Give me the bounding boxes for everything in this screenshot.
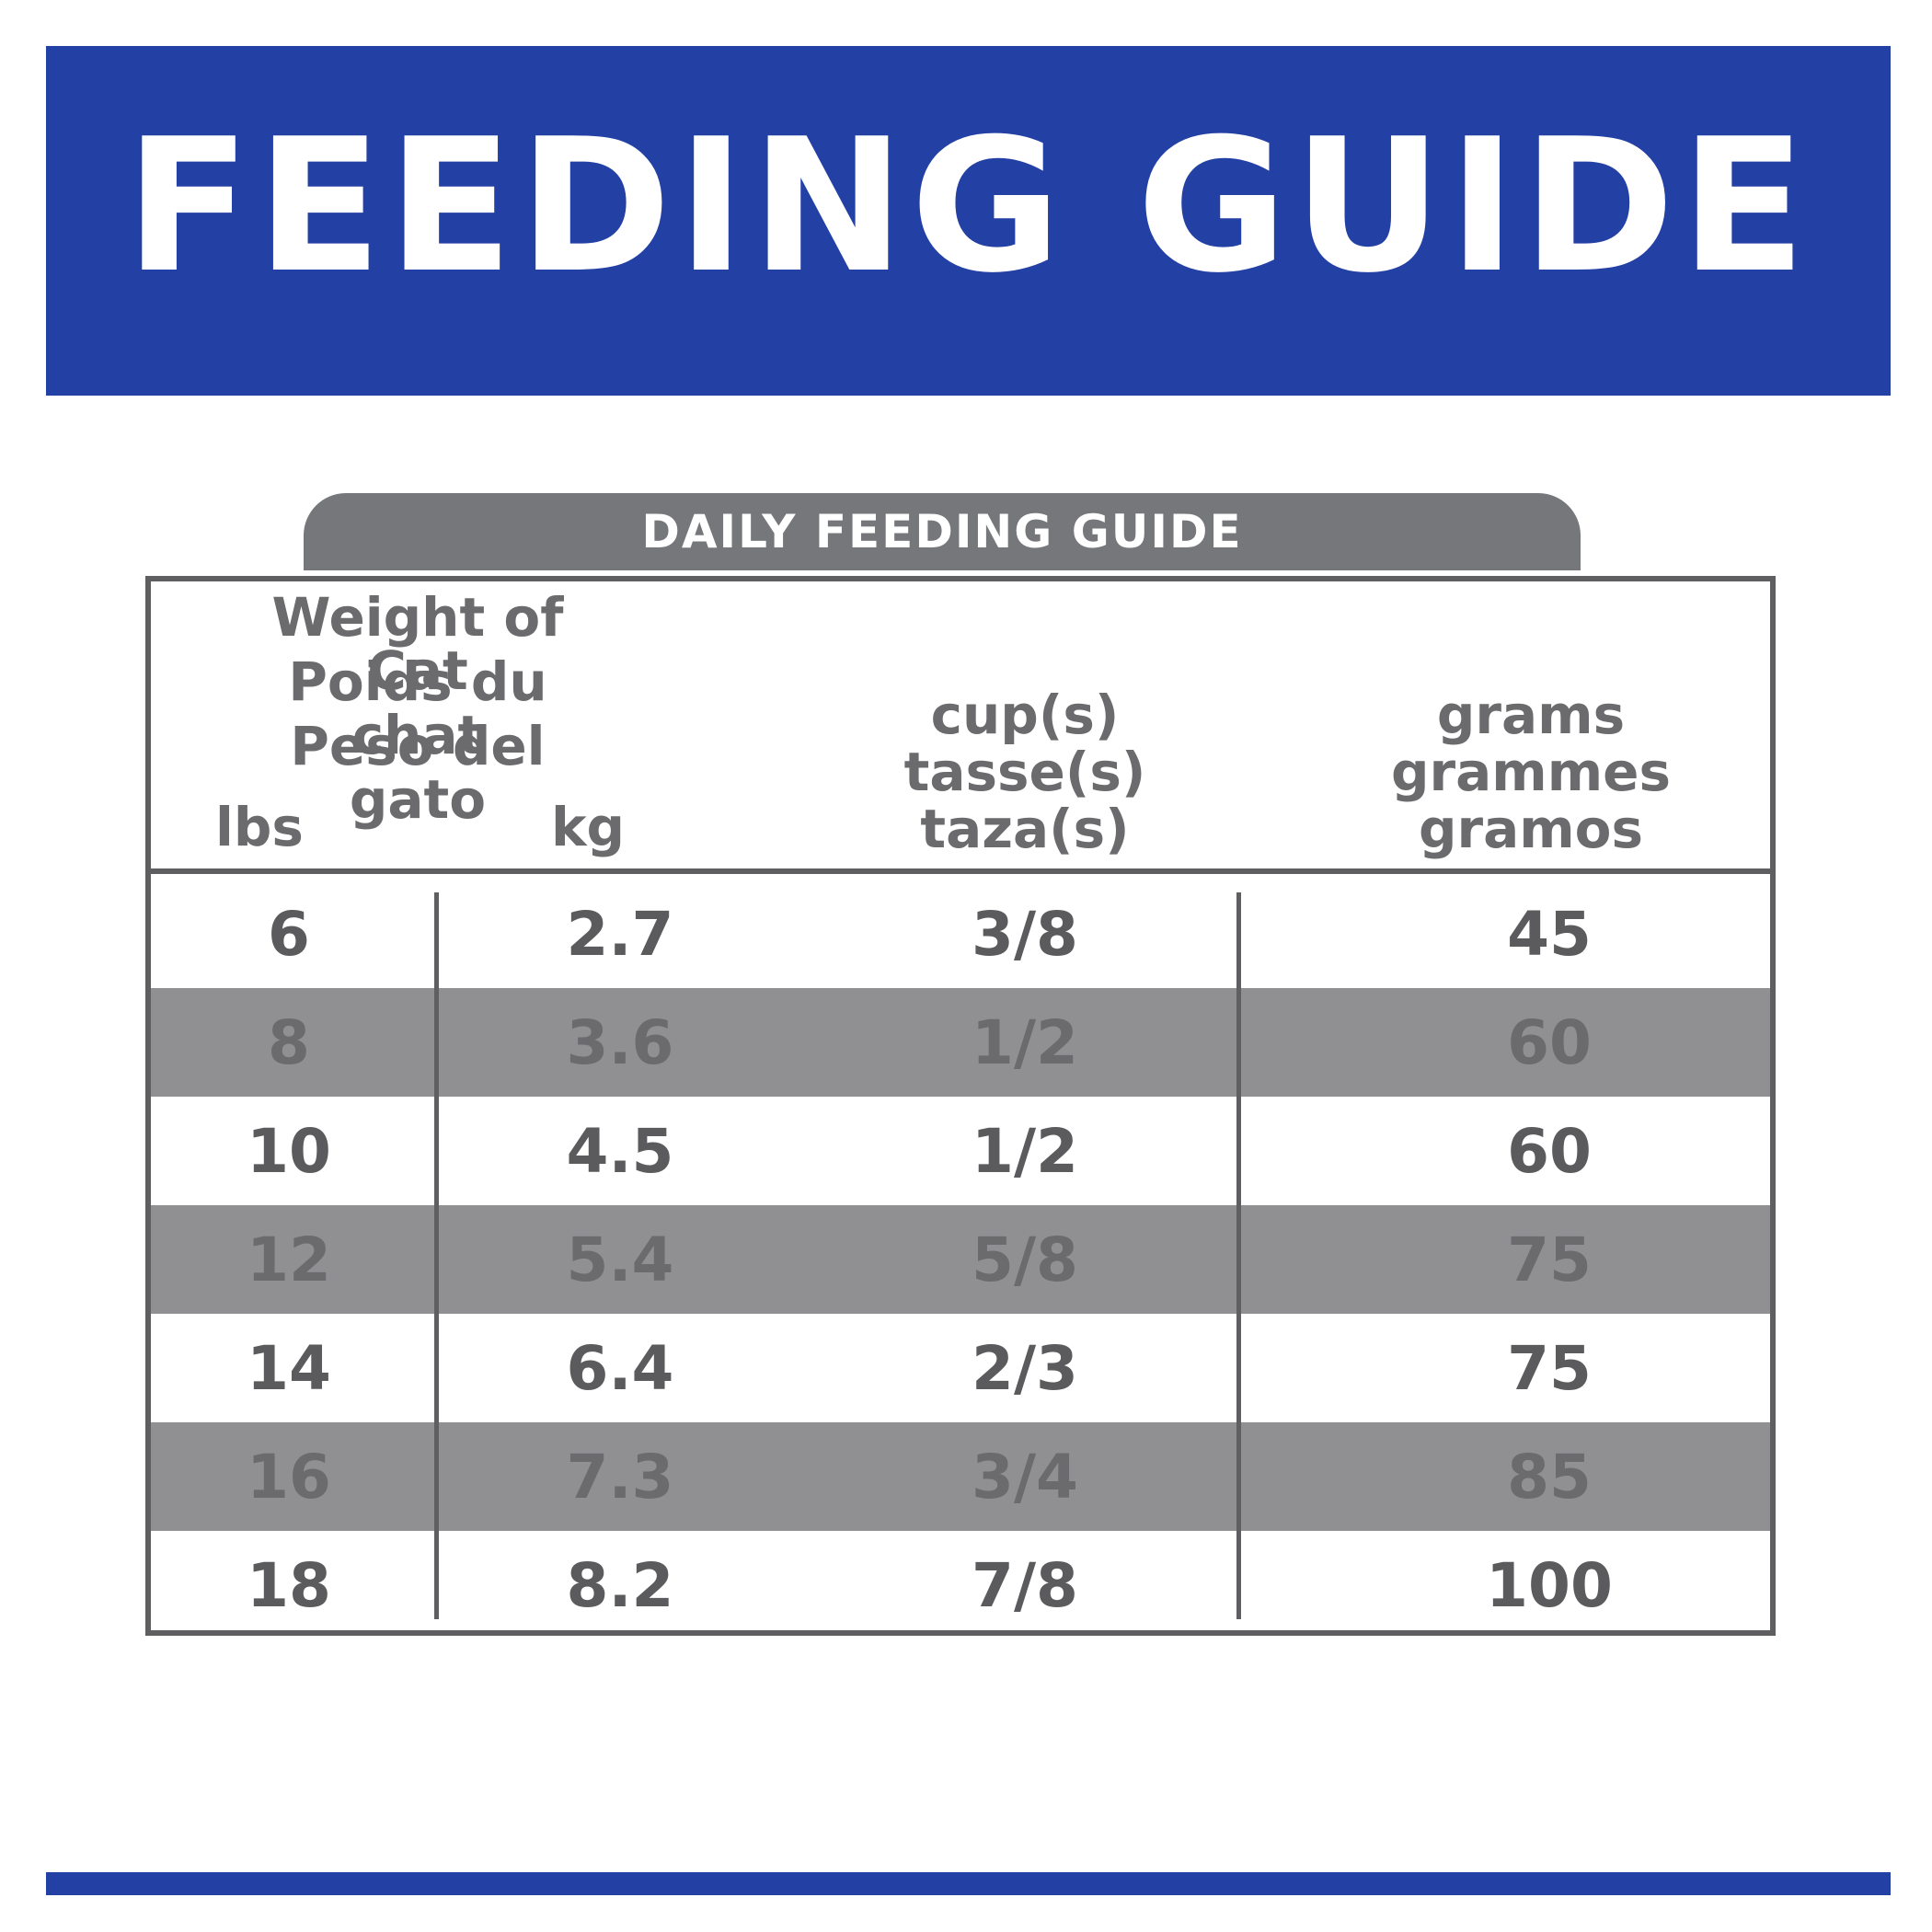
lbs-cell: 18 [247, 1549, 331, 1621]
lbs-header: lbs [215, 796, 304, 858]
grams-cell: 85 [1507, 1441, 1592, 1512]
table-header: Weight of Cat Poids du chat Peso del gat… [151, 581, 1770, 874]
table-row: 16 7.3 3/4 85 [151, 1422, 1770, 1531]
cups-header-en: cup(s) [930, 684, 1120, 746]
lbs-kg-divider [434, 892, 439, 1619]
grams-header-es: gramos [1418, 798, 1644, 860]
grams-cell: 75 [1507, 1332, 1592, 1404]
kg-cell: 4.5 [566, 1115, 674, 1187]
title-banner: FEEDING GUIDE [46, 46, 1891, 396]
weight-header: Weight of Cat Poids du chat Peso del gat… [224, 586, 611, 831]
cups-header-es: taza(s) [920, 798, 1130, 860]
cups-cell: 2/3 [972, 1332, 1078, 1404]
kg-cell: 7.3 [566, 1441, 674, 1512]
lbs-cell: 6 [268, 898, 310, 970]
grams-cell: 60 [1507, 1115, 1592, 1187]
kg-cell: 8.2 [566, 1549, 674, 1621]
kg-cell: 3.6 [566, 1006, 674, 1078]
feeding-table: Weight of Cat Poids du chat Peso del gat… [145, 576, 1776, 1636]
kg-cell: 6.4 [566, 1332, 674, 1404]
cups-cell: 3/4 [972, 1441, 1078, 1512]
cups-cell: 7/8 [972, 1549, 1078, 1621]
grams-cell: 45 [1507, 898, 1592, 970]
lbs-cell: 16 [247, 1441, 331, 1512]
cups-cell: 1/2 [972, 1006, 1078, 1078]
lbs-cell: 8 [268, 1006, 310, 1078]
table-row: 8 3.6 1/2 60 [151, 988, 1770, 1097]
weight-header-fr: Poids du chat [288, 650, 547, 766]
grams-header-fr: grammes [1391, 741, 1671, 803]
cups-cell: 1/2 [972, 1115, 1078, 1187]
cups-header: cup(s) tasse(s) taza(s) [850, 688, 1200, 859]
kg-header: kg [550, 796, 626, 858]
weight-header-es: Peso del gato [290, 715, 546, 831]
kg-cell: 2.7 [566, 898, 674, 970]
grams-cell: 60 [1507, 1006, 1592, 1078]
lbs-cell: 12 [247, 1224, 331, 1295]
cups-cell: 3/8 [972, 898, 1078, 970]
table-tab: DAILY FEEDING GUIDE [304, 493, 1581, 570]
grams-cell: 75 [1507, 1224, 1592, 1295]
weight-header-en: Weight of Cat [271, 586, 564, 702]
lbs-cell: 14 [247, 1332, 331, 1404]
table-row: 18 8.2 7/8 100 [151, 1531, 1770, 1639]
lbs-cell: 10 [247, 1115, 331, 1187]
bottom-bar [46, 1872, 1891, 1895]
page-title: FEEDING GUIDE [124, 99, 1812, 314]
grams-header-en: grams [1436, 684, 1626, 746]
grams-cell: 100 [1486, 1549, 1613, 1621]
grams-header: grams grammes gramos [1328, 688, 1733, 859]
kg-cell: 5.4 [566, 1224, 674, 1295]
table-row: 10 4.5 1/2 60 [151, 1097, 1770, 1205]
table-row: 12 5.4 5/8 75 [151, 1205, 1770, 1314]
table-row: 14 6.4 2/3 75 [151, 1314, 1770, 1422]
cups-cell: 5/8 [972, 1224, 1078, 1295]
table-row: 6 2.7 3/8 45 [151, 880, 1770, 988]
table-tab-label: DAILY FEEDING GUIDE [641, 505, 1243, 558]
cups-grams-divider [1236, 892, 1241, 1619]
cups-header-fr: tasse(s) [903, 741, 1146, 803]
